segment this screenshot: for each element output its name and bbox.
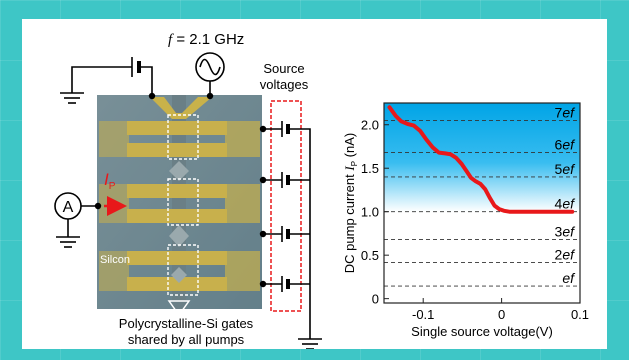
- plateau-label: 7ef: [555, 104, 577, 120]
- figure-panel: Silcon f = 2.1 GHz A IP Source voltag: [22, 19, 607, 349]
- x-axis-ticks: -0.1 0 0.1: [412, 298, 589, 322]
- x-tick-label: 0.1: [571, 307, 589, 322]
- figure-svg: Silcon f = 2.1 GHz A IP Source voltag: [54, 31, 589, 349]
- top-gate: [150, 97, 212, 119]
- x-tick-label: 0: [498, 307, 505, 322]
- y-tick-label: 0: [372, 292, 379, 307]
- source-voltages-label-1: Source: [263, 61, 304, 76]
- current-label: IP: [104, 170, 116, 192]
- ammeter-label: A: [63, 199, 74, 216]
- source-circuit: [263, 121, 322, 349]
- rf-source-icon: [195, 52, 225, 82]
- plateau-label: 3ef: [555, 224, 577, 240]
- plateau-labels: ef 2ef 3ef 4ef 5ef 6ef 7ef: [555, 104, 577, 286]
- plateau-label: 4ef: [555, 196, 577, 212]
- pump-boxes: [167, 114, 199, 296]
- plateau-label: 2ef: [555, 247, 577, 263]
- pump-current-chart: ef 2ef 3ef 4ef 5ef 6ef 7ef -0.1 0 0.1 0 0.5 1.0 1.5…: [342, 102, 589, 339]
- gate-pointer-arrow: [167, 300, 191, 317]
- gates-caption-line2: shared by all pumps: [128, 332, 245, 347]
- y-tick-label: 1.5: [361, 161, 379, 176]
- plot-frame: [383, 102, 581, 304]
- plateau-label: 5ef: [555, 161, 577, 177]
- x-axis-label: Single source voltage(V): [411, 324, 553, 339]
- y-axis-ticks: 0 0.5 1.0 1.5 2.0: [361, 118, 389, 307]
- ammeter: A IP: [54, 170, 127, 248]
- y-tick-label: 2.0: [361, 118, 379, 133]
- y-axis-label: DC pump current IP (nA): [342, 133, 359, 273]
- y-tick-label: 0.5: [361, 248, 379, 263]
- frequency-label: f = 2.1 GHz: [168, 31, 244, 48]
- silicon-label: Silcon: [100, 254, 130, 266]
- x-tick-label: -0.1: [412, 307, 434, 322]
- plateau-label: 6ef: [555, 137, 577, 153]
- gates-caption-line1: Polycrystalline-Si gates: [119, 316, 254, 331]
- plot-gradient-fill: [384, 103, 580, 212]
- source-nodes: [259, 125, 267, 288]
- dot-diamonds: [169, 161, 189, 283]
- source-voltages-label-2: voltages: [260, 77, 309, 92]
- y-tick-label: 1.0: [361, 205, 379, 220]
- plateau-label: ef: [562, 270, 576, 286]
- source-voltages-box: [270, 100, 302, 312]
- device-micrograph: Silcon: [97, 95, 262, 317]
- series-line-pump-current: [387, 105, 575, 214]
